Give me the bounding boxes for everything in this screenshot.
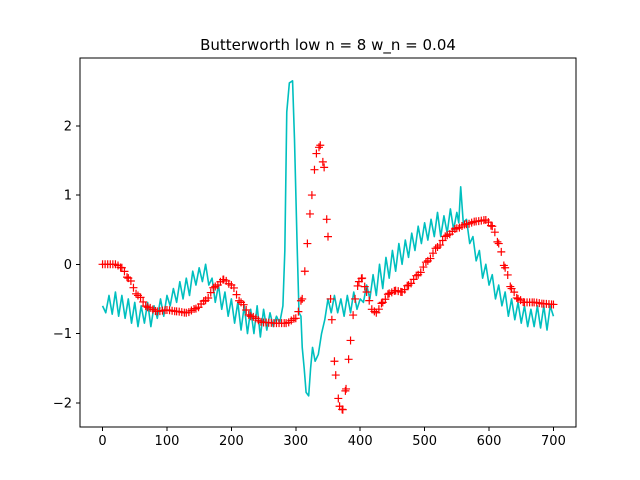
data-point-marker	[450, 224, 459, 233]
data-point-marker	[510, 288, 519, 297]
data-point-marker	[362, 288, 371, 296]
data-point-marker	[497, 247, 506, 256]
y-tick-label: −1	[53, 327, 72, 342]
data-point-marker	[383, 290, 392, 299]
data-point-marker	[358, 274, 367, 283]
data-point-marker	[488, 222, 497, 231]
data-point-marker	[334, 394, 343, 403]
data-point-marker	[129, 283, 138, 292]
series-1-markers	[98, 141, 558, 414]
data-point-marker	[431, 244, 440, 253]
data-point-marker	[120, 267, 129, 276]
data-point-marker	[493, 237, 502, 246]
data-point-marker	[320, 163, 329, 172]
data-point-marker	[326, 294, 335, 303]
data-point-marker	[349, 311, 358, 320]
chart-title: Butterworth low n = 8 w_n = 0.04	[200, 36, 456, 55]
data-point-marker	[416, 268, 425, 277]
data-point-marker	[346, 336, 355, 345]
data-point-marker	[298, 294, 307, 303]
data-point-marker	[421, 258, 430, 267]
data-point-marker	[322, 215, 331, 224]
y-axis-ticks: −2 −1 0 1 2	[53, 119, 80, 411]
data-point-marker	[204, 294, 213, 303]
data-point-marker	[338, 405, 347, 414]
data-point-marker	[239, 300, 248, 309]
x-tick-label: 600	[477, 434, 502, 449]
data-point-marker	[209, 283, 218, 292]
data-point-marker	[331, 371, 340, 380]
data-point-marker	[490, 228, 499, 237]
data-point-marker	[141, 302, 150, 311]
data-point-marker	[324, 232, 332, 241]
data-point-marker	[381, 295, 390, 304]
y-tick-label: −2	[53, 396, 72, 411]
data-point-marker	[312, 149, 321, 158]
data-point-marker	[307, 191, 316, 200]
x-tick-label: 200	[219, 434, 244, 449]
data-point-marker	[300, 267, 309, 276]
data-point-marker	[318, 157, 327, 166]
data-point-marker	[305, 209, 314, 218]
x-tick-label: 500	[412, 434, 437, 449]
data-point-marker	[412, 271, 421, 280]
data-point-marker	[296, 296, 305, 305]
data-point-marker	[503, 270, 512, 279]
data-point-marker	[291, 314, 300, 323]
data-point-marker	[370, 307, 379, 316]
data-point-marker	[429, 249, 437, 258]
data-point-marker	[136, 293, 145, 302]
data-point-marker	[206, 288, 215, 297]
data-point-marker	[139, 297, 148, 306]
data-point-marker	[232, 290, 241, 299]
data-point-marker	[360, 282, 369, 291]
data-point-marker	[436, 241, 445, 250]
x-tick-label: 0	[98, 434, 106, 449]
y-tick-label: 1	[64, 189, 72, 204]
data-point-marker	[407, 279, 416, 288]
data-point-marker	[344, 355, 353, 364]
data-point-marker	[310, 165, 319, 174]
data-point-marker	[501, 263, 510, 272]
data-point-marker	[365, 296, 374, 305]
data-point-marker	[351, 294, 360, 303]
data-point-marker	[330, 357, 339, 366]
data-point-marker	[229, 283, 238, 292]
data-point-marker	[426, 254, 435, 263]
data-point-marker	[303, 239, 312, 248]
data-point-marker	[316, 141, 325, 150]
plot-frame	[79, 57, 577, 428]
data-point-marker	[353, 281, 362, 290]
data-point-marker	[327, 315, 336, 324]
data-point-marker	[235, 296, 244, 305]
x-tick-label: 400	[348, 434, 373, 449]
x-tick-label: 100	[155, 434, 180, 449]
x-tick-label: 700	[541, 434, 566, 449]
data-point-marker	[506, 282, 515, 291]
data-point-marker	[374, 305, 383, 314]
data-point-marker	[438, 236, 447, 245]
data-point-marker	[342, 384, 351, 393]
y-tick-label: 0	[64, 258, 72, 273]
data-point-marker	[549, 300, 558, 309]
series-layer	[98, 80, 558, 414]
data-point-marker	[123, 273, 132, 282]
data-point-marker	[126, 277, 135, 286]
data-point-marker	[341, 386, 350, 395]
data-point-marker	[244, 310, 253, 319]
x-axis-ticks: 0 100 200 300 400 500 600 700	[98, 427, 566, 449]
data-point-marker	[199, 297, 208, 306]
x-tick-label: 300	[283, 434, 308, 449]
data-point-marker	[441, 232, 450, 241]
series-0-line	[101, 80, 555, 397]
data-point-marker	[242, 306, 251, 315]
y-tick-label: 2	[64, 119, 72, 134]
data-point-marker	[132, 289, 141, 298]
data-point-marker	[377, 299, 386, 308]
data-point-marker	[494, 239, 503, 248]
data-point-marker	[419, 263, 428, 272]
data-point-marker	[294, 307, 303, 316]
